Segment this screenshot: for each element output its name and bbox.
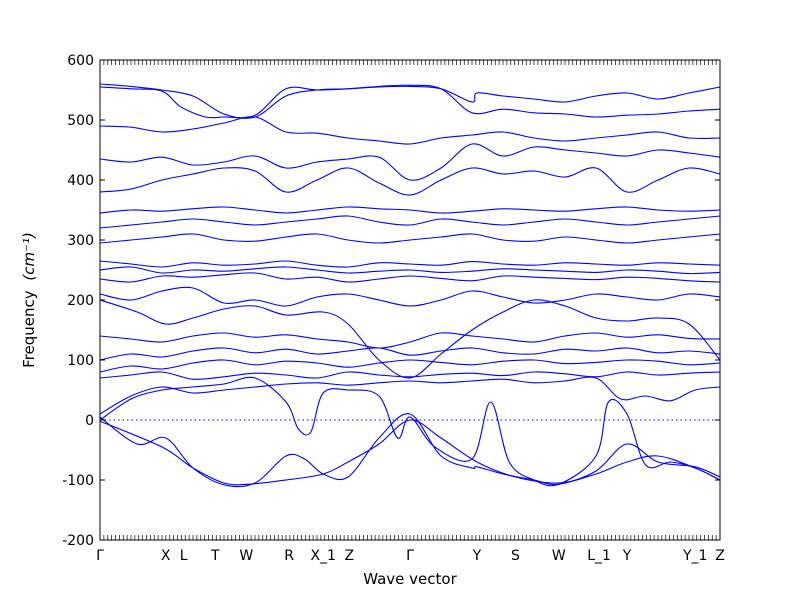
y-tick-label: -100 xyxy=(62,473,94,489)
y-tick-label: 300 xyxy=(67,233,94,249)
band-line-19 xyxy=(99,116,721,145)
x-tick-label: W xyxy=(552,548,566,564)
band-line-17 xyxy=(99,167,721,196)
x-tick-label: Γ xyxy=(96,548,104,564)
x-tick-label: Z xyxy=(344,548,354,564)
plot-frame xyxy=(99,59,721,541)
x-tick-label: Y xyxy=(472,548,482,564)
y-tick-label: 0 xyxy=(85,413,94,429)
x-ticks-layer: Γ X L T W R X_1 Z Γ Y S W L_1 Y Y_1 Z xyxy=(96,548,725,564)
band-line-6 xyxy=(99,359,721,373)
x-axis-label: Wave vector xyxy=(363,570,457,588)
y-tick-label: 600 xyxy=(67,53,94,69)
y-axis-label: Frequency (cm⁻¹) xyxy=(20,232,38,368)
y-ticks-layer: -200 -100 0 100 200 300 400 500 600 xyxy=(62,53,720,549)
y-axis-unit: (cm⁻¹) xyxy=(20,232,38,281)
band-line-12 xyxy=(99,266,721,275)
band-line-20 xyxy=(99,84,721,119)
y-tick-label: 200 xyxy=(67,293,94,309)
bands-layer xyxy=(99,83,721,488)
x-tick-label: X xyxy=(161,548,171,564)
band-line-7 xyxy=(99,347,721,361)
band-line-5 xyxy=(99,371,721,380)
band-line-18 xyxy=(99,143,721,181)
y-tick-label: -200 xyxy=(62,533,94,549)
x-tick-label: R xyxy=(284,548,294,564)
x-tick-label: Z xyxy=(715,548,725,564)
band-line-1 xyxy=(99,419,721,486)
band-line-21 xyxy=(99,83,721,119)
minor-ticks-layer xyxy=(99,60,721,540)
y-tick-label: 100 xyxy=(67,353,94,369)
band-line-10 xyxy=(99,286,721,307)
band-line-4 xyxy=(99,376,721,415)
y-tick-label: 400 xyxy=(67,173,94,189)
plot-area xyxy=(100,60,720,540)
band-line-13 xyxy=(99,260,721,268)
x-tick-label: L xyxy=(180,548,188,564)
x-tick-label: L_1 xyxy=(587,548,611,564)
band-line-11 xyxy=(99,272,721,283)
band-line-8 xyxy=(99,332,721,349)
band-line-3 xyxy=(99,376,721,487)
x-tick-label: Y_1 xyxy=(682,548,707,564)
band-line-15 xyxy=(99,215,721,229)
y-axis-label-text: Frequency xyxy=(20,290,38,368)
x-tick-label: Γ xyxy=(406,548,414,564)
x-tick-label: T xyxy=(210,548,220,564)
x-tick-label: W xyxy=(239,548,253,564)
x-tick-label: Y xyxy=(622,548,632,564)
y-tick-label: 500 xyxy=(67,113,94,129)
x-tick-label: S xyxy=(511,548,520,564)
band-line-2 xyxy=(99,413,721,488)
band-line-14 xyxy=(99,233,721,244)
x-tick-label: X_1 xyxy=(310,548,336,564)
band-line-16 xyxy=(99,206,721,214)
band-line-9 xyxy=(99,299,721,379)
